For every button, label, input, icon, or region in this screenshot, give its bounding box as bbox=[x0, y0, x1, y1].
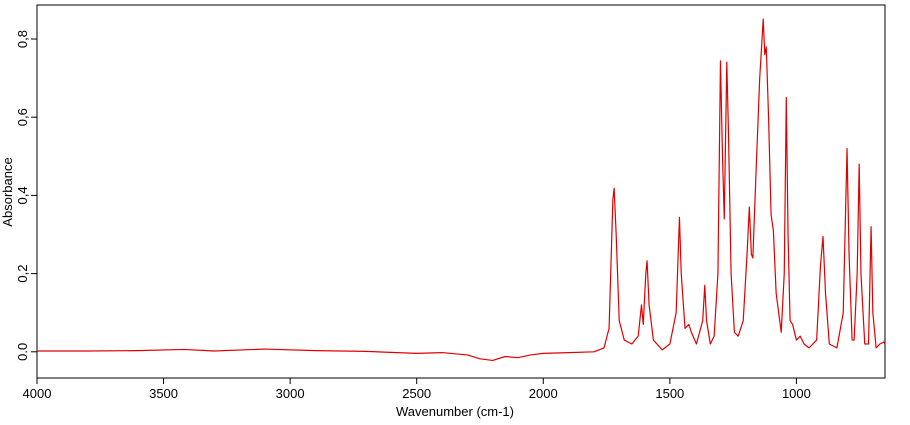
x-tick-label: 2500 bbox=[402, 386, 431, 401]
x-tick-label: 3500 bbox=[149, 386, 178, 401]
y-tick-label: 0,6 bbox=[15, 108, 30, 126]
x-tick-label: 4000 bbox=[23, 386, 52, 401]
y-axis-label: Absorbance bbox=[0, 157, 15, 226]
y-tick-label: 0,4 bbox=[15, 186, 30, 204]
spectrum-line bbox=[37, 18, 886, 362]
y-tick-label: 0,2 bbox=[15, 265, 30, 283]
y-tick-label: 0.0 bbox=[15, 343, 30, 361]
x-tick-label: 2000 bbox=[529, 386, 558, 401]
plot-frame bbox=[36, 4, 886, 379]
x-tick-label: 1000 bbox=[782, 386, 811, 401]
x-tick-label: 1500 bbox=[655, 386, 684, 401]
x-axis-label: Wavenumber (cm-1) bbox=[396, 404, 514, 419]
x-tick-label: 3000 bbox=[276, 386, 305, 401]
y-tick-label: 0,8 bbox=[15, 30, 30, 48]
